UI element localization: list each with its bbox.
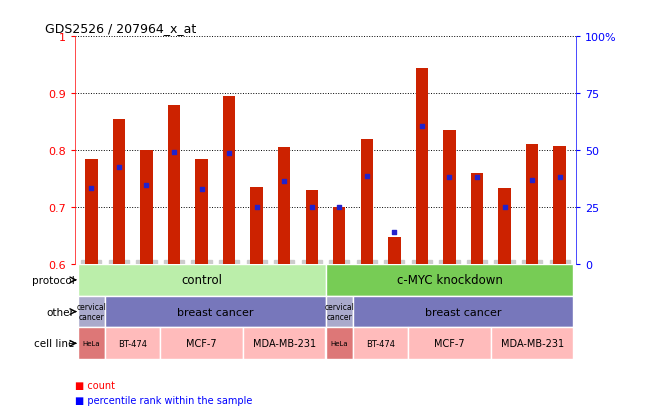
Bar	[140, 151, 153, 264]
Text: control: control	[181, 274, 222, 287]
Bar	[168, 105, 180, 264]
Bar	[361, 140, 373, 264]
Bar	[160, 328, 243, 359]
Bar	[553, 146, 566, 264]
Bar	[243, 328, 326, 359]
Text: cell line: cell line	[34, 339, 74, 349]
Text: ■ percentile rank within the sample: ■ percentile rank within the sample	[75, 395, 252, 405]
FancyBboxPatch shape	[326, 264, 574, 296]
Text: other: other	[46, 307, 74, 317]
Text: breast cancer: breast cancer	[425, 307, 501, 317]
Bar	[251, 188, 263, 264]
Text: cervical
cancer: cervical cancer	[324, 302, 354, 321]
Bar	[471, 173, 483, 264]
Bar	[105, 296, 326, 328]
Text: HeLa: HeLa	[83, 340, 100, 347]
Text: c-MYC knockdown: c-MYC knockdown	[396, 274, 503, 287]
Point	[197, 186, 207, 192]
Bar	[491, 328, 574, 359]
Point	[499, 204, 510, 211]
Point	[527, 177, 537, 183]
Point	[251, 204, 262, 211]
Point	[279, 179, 290, 185]
Bar	[388, 237, 400, 264]
Point	[444, 175, 454, 181]
Text: cervical
cancer: cervical cancer	[76, 302, 106, 321]
Bar	[113, 119, 125, 264]
Text: MCF-7: MCF-7	[434, 339, 465, 349]
Bar	[326, 328, 353, 359]
Point	[472, 175, 482, 181]
Text: GDS2526 / 207964_x_at: GDS2526 / 207964_x_at	[45, 21, 196, 35]
Bar	[105, 328, 160, 359]
FancyBboxPatch shape	[77, 264, 326, 296]
Point	[169, 150, 179, 156]
Point	[555, 174, 565, 181]
Point	[417, 123, 427, 130]
Bar	[333, 207, 346, 264]
Point	[86, 185, 96, 192]
Bar	[305, 190, 318, 264]
Point	[114, 164, 124, 171]
Bar	[408, 328, 491, 359]
Bar	[326, 296, 353, 328]
Text: protocol: protocol	[31, 275, 74, 285]
Point	[307, 204, 317, 211]
Bar	[85, 159, 98, 264]
Point	[361, 173, 372, 180]
Text: MDA-MB-231: MDA-MB-231	[253, 339, 316, 349]
Bar	[195, 159, 208, 264]
Point	[224, 150, 234, 157]
Text: ■ count: ■ count	[75, 380, 115, 390]
Bar	[223, 97, 235, 264]
Point	[389, 229, 400, 236]
Point	[334, 204, 344, 211]
Bar	[416, 69, 428, 264]
Text: BT-474: BT-474	[118, 339, 147, 348]
Bar	[498, 189, 511, 264]
Bar	[526, 145, 538, 264]
Text: HeLa: HeLa	[331, 340, 348, 347]
Text: breast cancer: breast cancer	[177, 307, 254, 317]
Bar	[443, 131, 456, 264]
Text: BT-474: BT-474	[366, 339, 395, 348]
Text: MDA-MB-231: MDA-MB-231	[501, 339, 564, 349]
Point	[141, 183, 152, 189]
Text: MCF-7: MCF-7	[186, 339, 217, 349]
Bar	[278, 148, 290, 264]
Bar	[77, 328, 105, 359]
Bar	[77, 296, 105, 328]
Bar	[353, 328, 408, 359]
Bar	[353, 296, 574, 328]
